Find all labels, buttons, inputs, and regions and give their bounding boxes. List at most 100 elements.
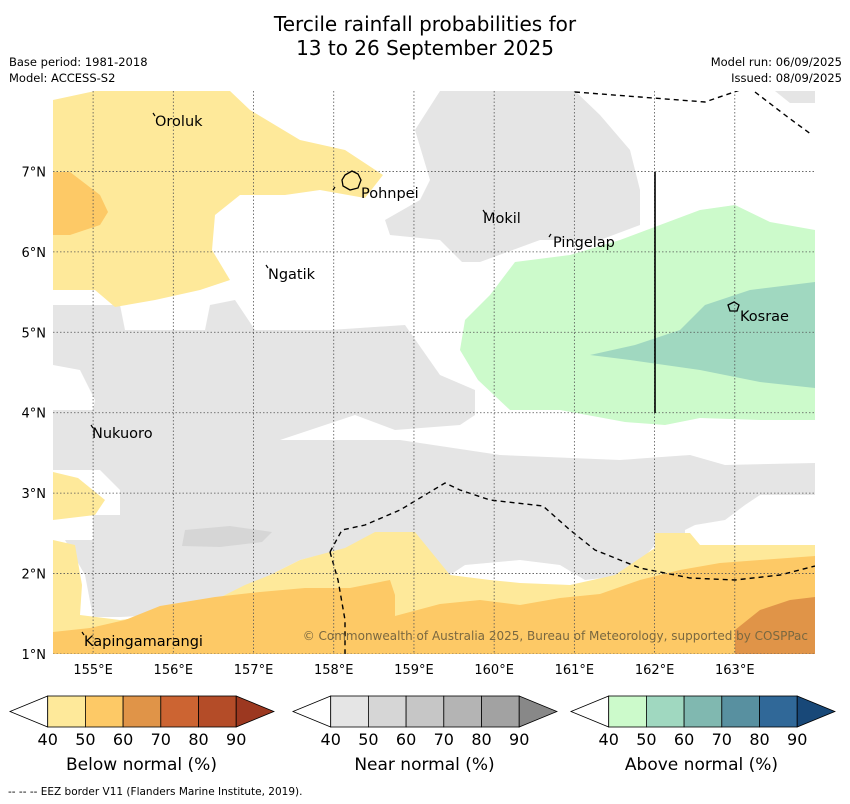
colorbar-segment — [160, 695, 199, 728]
near-normal-darker-patch — [182, 526, 272, 547]
colorbar-tick-label: 40 — [599, 730, 619, 749]
nukuoro-atoll — [90, 424, 94, 429]
colorbar-tick-label: 50 — [75, 730, 95, 749]
below-normal-60-north — [53, 172, 108, 235]
colorbar-segment — [721, 695, 760, 728]
lat-tick-label: 6°N — [22, 246, 47, 261]
colorbar-tick-label: 40 — [321, 730, 341, 749]
near-normal-region-north — [385, 91, 640, 262]
below-normal-70-south-east — [735, 597, 815, 654]
below-normal-region-north — [53, 91, 383, 307]
model-name: Model: ACCESS-S2 — [9, 71, 116, 85]
colorbar-segment — [759, 695, 798, 728]
lat-tick-label: 7°N — [22, 165, 47, 180]
colorbar-tick-label: 90 — [787, 730, 807, 749]
colorbar-segment — [85, 695, 124, 728]
colorbar-tick-label: 60 — [113, 730, 133, 749]
lon-tick-label: 158°E — [314, 663, 354, 678]
colorbar-label-above: Above normal (%) — [624, 755, 779, 775]
near-normal-region-north-east — [775, 91, 815, 103]
lon-tick-label: 163°E — [715, 663, 755, 678]
place-ngatik: Ngatik — [268, 267, 316, 283]
colorbar-segment — [367, 695, 407, 728]
colorbar-segment — [683, 695, 723, 728]
colorbar-tick-label: 40 — [38, 730, 58, 749]
eez-footnote: -- -- -- EEZ border V11 (Flanders Marine… — [8, 786, 303, 798]
above-normal-50-region — [590, 282, 815, 388]
place-oroluk: Oroluk — [155, 114, 203, 130]
colorbar-tick-label: 70 — [712, 730, 732, 749]
eez-border-north-east — [754, 91, 813, 136]
colorbar-tick-label: 50 — [636, 730, 656, 749]
copyright-notice: © Commonwealth of Australia 2025, Bureau… — [303, 629, 808, 643]
pohnpei-island — [341, 170, 362, 191]
colorbar-segment — [47, 695, 86, 728]
colorbar-tick-label: 70 — [151, 730, 171, 749]
place-kapingamarangi: Kapingamarangi — [84, 634, 203, 650]
colorbar-label-near: Near normal (%) — [354, 755, 495, 775]
rainfall-map: Oroluk Pohnpei Mokil Pingelap Ngatik Kos… — [8, 91, 836, 749]
kapingamarangi-atoll — [81, 631, 85, 636]
pingelap-atoll — [548, 233, 552, 238]
title-line-2: 13 to 26 September 2025 — [296, 36, 554, 60]
longitude-ticks: 155°E 156°E 157°E 158°E 159°E 160°E 161°E 162°E… — [73, 663, 754, 678]
probability-fields: Oroluk Pohnpei Mokil Pingelap Ngatik Kos… — [53, 91, 815, 654]
colorbars: 40 50 60 70 80 90 40 50 60 70 80 90 40 50 60 70 80 90 — [8, 695, 836, 749]
lat-tick-label: 4°N — [22, 407, 47, 422]
colorbar-segment — [608, 695, 647, 728]
mokil-atoll — [482, 209, 486, 214]
model-run: Model run: 06/09/2025 — [710, 55, 842, 69]
lat-tick-label: 5°N — [22, 326, 47, 341]
colorbar-label-below: Below normal (%) — [66, 755, 217, 775]
colorbar-tick-label: 60 — [674, 730, 694, 749]
colorbar-over-triangle — [518, 695, 558, 728]
colorbar-1: 40 50 60 70 80 90 — [8, 695, 275, 749]
colorbar-segment — [481, 695, 520, 728]
colorbar-tick-label: 70 — [434, 730, 454, 749]
latitude-ticks: 1°N 2°N 3°N 4°N 5°N 6°N 7°N — [22, 165, 47, 663]
colorbar-segment — [198, 695, 237, 728]
colorbar-over-triangle — [235, 695, 275, 728]
lon-tick-label: 157°E — [234, 663, 274, 678]
colorbar-tick-label: 90 — [226, 730, 246, 749]
colorbar-under-triangle — [569, 695, 610, 728]
ngatik-atoll — [265, 264, 269, 269]
map-title: Tercile rainfall probabilities for 13 to… — [0, 12, 850, 60]
eez-border-south-west — [329, 551, 346, 654]
kosrae-island — [727, 301, 740, 312]
oroluk-atoll — [152, 112, 156, 117]
lat-tick-label: 2°N — [22, 568, 47, 583]
lon-tick-label: 155°E — [73, 663, 113, 678]
pohnpei-islet — [332, 186, 336, 191]
colorbar-tick-label: 80 — [471, 730, 491, 749]
lat-tick-label: 1°N — [22, 648, 47, 663]
lon-tick-label: 160°E — [474, 663, 514, 678]
colorbar-tick-label: 90 — [509, 730, 529, 749]
colorbar-3: 40 50 60 70 80 90 — [569, 695, 836, 749]
place-pingelap: Pingelap — [553, 235, 615, 251]
colorbar-tick-label: 80 — [749, 730, 769, 749]
place-kosrae: Kosrae — [740, 309, 789, 325]
colorbar-2: 40 50 60 70 80 90 — [291, 695, 558, 749]
lat-tick-label: 3°N — [22, 487, 47, 502]
lon-tick-label: 161°E — [555, 663, 595, 678]
atoll-markers — [81, 112, 552, 636]
meta-left: Base period: 1981-2018 Model: ACCESS-S2 — [9, 54, 148, 86]
colorbar-segment — [443, 695, 482, 728]
lon-tick-label: 156°E — [154, 663, 194, 678]
colorbar-segment — [405, 695, 445, 728]
place-mokil: Mokil — [483, 211, 521, 227]
lon-tick-label: 162°E — [635, 663, 675, 678]
place-nukuoro: Nukuoro — [92, 426, 153, 442]
eez-border-north — [574, 91, 740, 103]
colorbar-over-triangle — [796, 695, 836, 728]
below-normal-60-south — [53, 556, 815, 654]
white-band-north — [53, 365, 95, 410]
eez-borders — [329, 91, 815, 654]
lon-tick-label: 159°E — [394, 663, 434, 678]
colorbar-under-triangle — [8, 695, 49, 728]
place-pohnpei: Pohnpei — [361, 186, 419, 202]
colorbar-segment — [330, 695, 369, 728]
meta-right: Model run: 06/09/2025 Issued: 08/09/2025 — [711, 54, 842, 86]
colorbar-segment — [646, 695, 685, 728]
